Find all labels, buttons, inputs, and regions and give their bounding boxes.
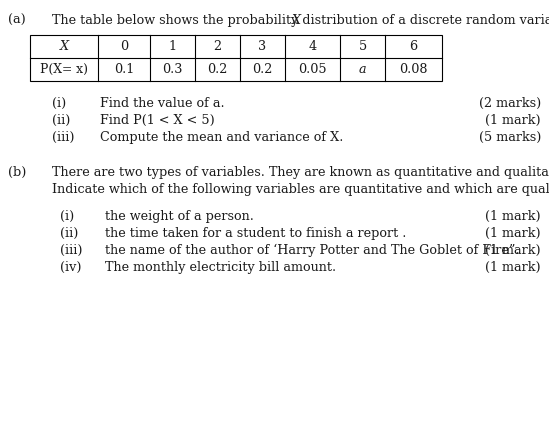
Text: (2 marks): (2 marks)	[479, 97, 541, 110]
Text: P(X= x): P(X= x)	[40, 63, 88, 76]
Text: (1 mark): (1 mark)	[485, 261, 541, 274]
Text: 0.08: 0.08	[399, 63, 428, 76]
Text: 0: 0	[120, 40, 128, 53]
Text: Indicate which of the following variables are quantitative and which are qualita: Indicate which of the following variable…	[52, 183, 549, 196]
Text: a: a	[358, 63, 366, 76]
Text: (i): (i)	[52, 97, 66, 110]
Text: X: X	[59, 40, 69, 53]
Text: (ii): (ii)	[60, 227, 79, 240]
Text: the time taken for a student to finish a report .: the time taken for a student to finish a…	[105, 227, 406, 240]
Text: Compute the mean and variance of X.: Compute the mean and variance of X.	[100, 131, 343, 144]
Text: (i): (i)	[60, 210, 74, 223]
Text: 0.1: 0.1	[114, 63, 134, 76]
Text: (b): (b)	[8, 166, 26, 179]
Text: .: .	[295, 14, 299, 27]
Text: (iv): (iv)	[60, 261, 81, 274]
Text: The table below shows the probability distribution of a discrete random variable: The table below shows the probability di…	[52, 14, 549, 27]
Text: 2: 2	[214, 40, 222, 53]
Bar	[30, 35, 442, 81]
Text: (ii): (ii)	[52, 114, 70, 127]
Text: (1 mark): (1 mark)	[485, 244, 541, 257]
Text: (a): (a)	[8, 14, 26, 27]
Text: 0.3: 0.3	[163, 63, 183, 76]
Text: the name of the author of ‘Harry Potter and The Goblet of Fire”.: the name of the author of ‘Harry Potter …	[105, 244, 519, 257]
Text: There are two types of variables. They are known as quantitative and qualitative: There are two types of variables. They a…	[52, 166, 549, 179]
Text: 1: 1	[169, 40, 176, 53]
Text: 6: 6	[410, 40, 418, 53]
Text: (1 mark): (1 mark)	[485, 227, 541, 240]
Text: 3: 3	[259, 40, 267, 53]
Text: (1 mark): (1 mark)	[485, 210, 541, 223]
Text: (5 marks): (5 marks)	[479, 131, 541, 144]
Text: (iii): (iii)	[60, 244, 82, 257]
Text: 0.2: 0.2	[208, 63, 228, 76]
Text: 0.2: 0.2	[253, 63, 273, 76]
Text: 0.05: 0.05	[298, 63, 327, 76]
Text: 5: 5	[358, 40, 367, 53]
Text: Find P(1 < X < 5): Find P(1 < X < 5)	[100, 114, 215, 127]
Text: The monthly electricity bill amount.: The monthly electricity bill amount.	[105, 261, 336, 274]
Text: (iii): (iii)	[52, 131, 75, 144]
Text: the weight of a person.: the weight of a person.	[105, 210, 254, 223]
Text: Find the value of a.: Find the value of a.	[100, 97, 225, 110]
Text: 4: 4	[309, 40, 317, 53]
Text: (1 mark): (1 mark)	[485, 114, 541, 127]
Text: X: X	[292, 14, 301, 27]
